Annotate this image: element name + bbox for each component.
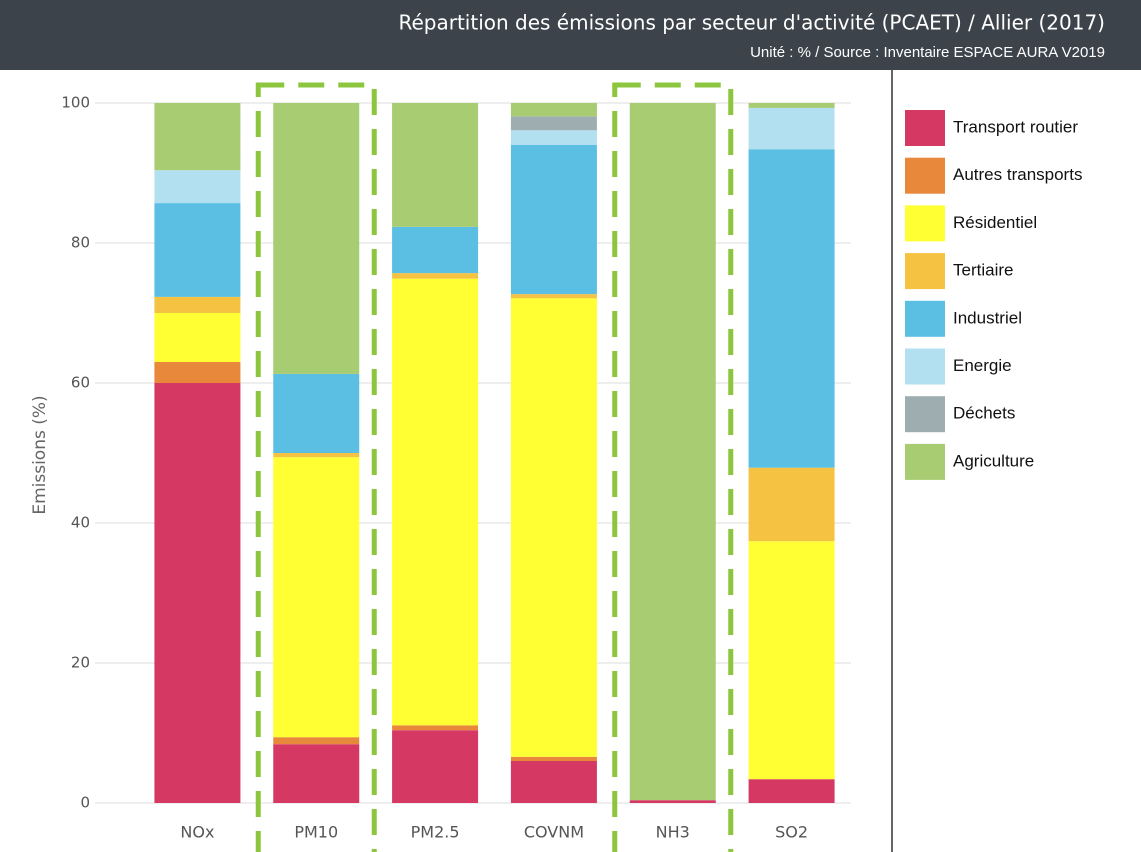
bar-segment [154, 170, 241, 204]
bar-segment [748, 103, 835, 108]
chart-subtitle: Unité : % / Source : Inventaire ESPACE A… [750, 44, 1105, 61]
highlight-box [612, 82, 734, 852]
legend-swatch [905, 157, 945, 194]
legend-swatch [905, 110, 945, 146]
bar-segment [392, 278, 479, 726]
x-tick-label: PM2.5 [411, 823, 460, 842]
x-tick-label: NH3 [656, 823, 690, 842]
legend-swatch [905, 205, 945, 242]
legend-swatch [905, 253, 945, 290]
bar-segment [273, 373, 360, 453]
bar-segment [629, 800, 716, 803]
y-tick-label: 80 [71, 234, 90, 252]
bar-segment [154, 313, 241, 362]
bar-segment [273, 457, 360, 738]
legend-label: Tertiaire [953, 261, 1013, 280]
legend-label: Déchets [953, 404, 1015, 423]
legend-swatch [905, 443, 945, 480]
legend-label: Transport routier [953, 117, 1078, 136]
bar-segment [748, 467, 835, 542]
bar-segment [392, 725, 479, 731]
bar-segment [510, 116, 597, 131]
bar-segment [510, 294, 597, 299]
bar-segment [154, 383, 241, 803]
bar-segment [392, 226, 479, 274]
legend-swatch [905, 300, 945, 337]
bar-segment [273, 737, 360, 745]
bar-segment [748, 779, 835, 803]
bar-segment [748, 149, 835, 468]
bar-segment [510, 298, 597, 757]
legend-label: Industriel [953, 308, 1022, 327]
legend-label: Autres transports [953, 165, 1082, 184]
bar-segment [154, 103, 241, 171]
bar-segment [392, 273, 479, 279]
y-tick-label: 60 [71, 374, 90, 392]
highlight-box [255, 82, 377, 852]
bar-segment [748, 541, 835, 780]
y-axis-label: Emissions (%) [30, 395, 50, 514]
y-tick-label: 100 [61, 94, 90, 112]
bar-segment [154, 203, 241, 297]
x-tick-label: PM10 [294, 823, 338, 842]
legend-swatch [905, 396, 945, 433]
bar-segment [629, 103, 716, 801]
header-bar [0, 0, 1141, 70]
x-tick-label: COVNM [524, 823, 584, 842]
bar-segment [154, 362, 241, 383]
bar-segment [273, 453, 360, 458]
bar-segment [154, 296, 241, 313]
bar-segment [510, 761, 597, 803]
bar-segment [748, 107, 835, 150]
legend-label: Résidentiel [953, 213, 1037, 232]
chart-title: Répartition des émissions par secteur d'… [398, 11, 1105, 35]
legend-label: Agriculture [953, 451, 1034, 470]
bar-segment [510, 756, 597, 761]
bar-segment [510, 130, 597, 145]
x-tick-label: SO2 [775, 823, 808, 842]
y-tick-label: 20 [71, 654, 90, 672]
y-tick-label: 40 [71, 514, 90, 532]
bar-segment [273, 744, 360, 803]
bar-segment [273, 103, 360, 374]
bar-segment [510, 145, 597, 295]
bar-segment [392, 730, 479, 803]
x-tick-label: NOx [180, 823, 214, 842]
bar-segment [392, 103, 479, 227]
legend-swatch [905, 348, 945, 385]
legend-label: Energie [953, 356, 1012, 375]
bar-segment [510, 103, 597, 117]
y-tick-label: 0 [80, 794, 90, 812]
